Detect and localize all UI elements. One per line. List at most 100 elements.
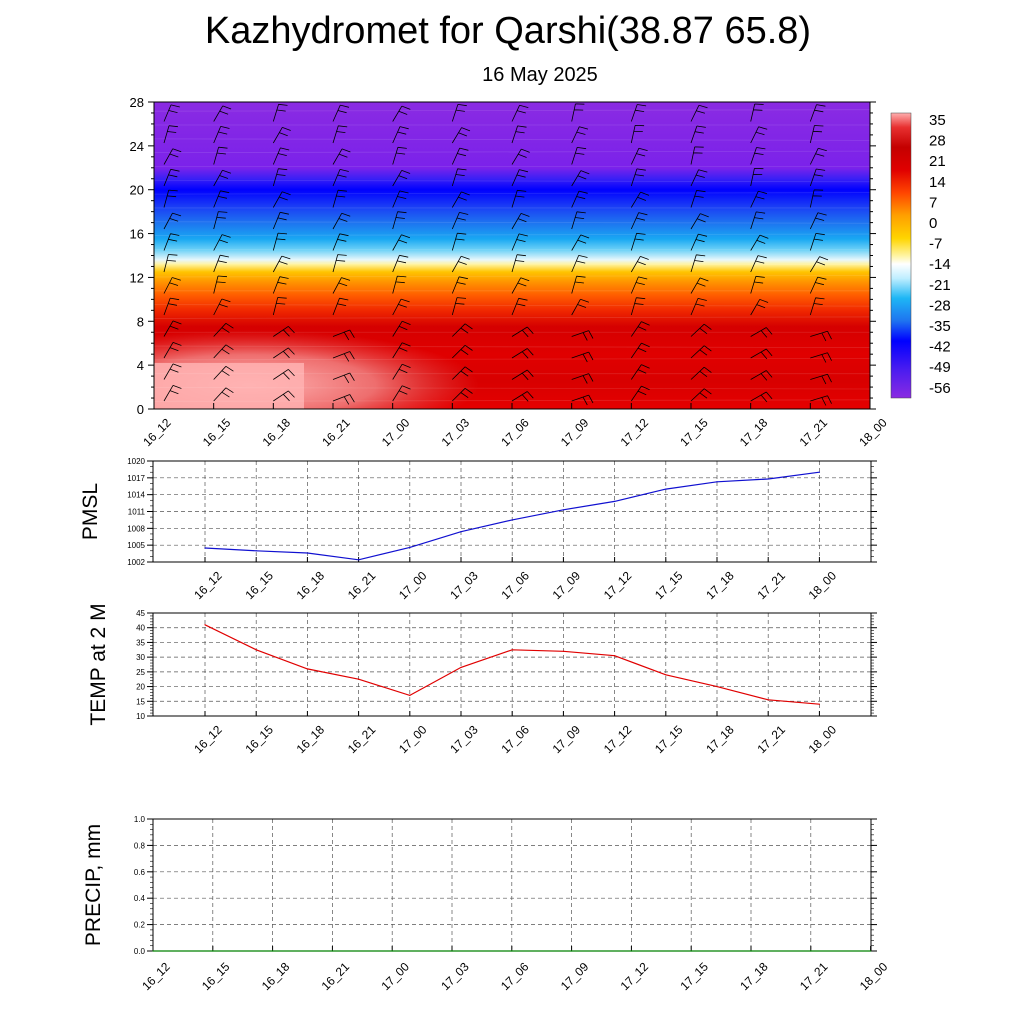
wind-barb [750, 234, 769, 251]
wind-barb [213, 146, 228, 165]
wind-barb [750, 391, 773, 403]
wind-barb [511, 348, 534, 359]
x-tick-label: 17_06 [498, 415, 532, 449]
wind-barb [809, 147, 827, 165]
x-tick-label: 17_18 [703, 722, 737, 756]
wind-barb [511, 213, 530, 230]
x-tick-label: 16_18 [259, 959, 293, 993]
contour-line [154, 150, 870, 154]
wind-barb [690, 146, 704, 165]
wind-barb [690, 254, 706, 273]
wind-barb [630, 297, 646, 316]
wind-barb [332, 148, 351, 165]
chart-title: Kazhydromet for Qarshi(38.87 65.8) [204, 10, 812, 52]
y-axis-label: PRECIP, mm [82, 824, 105, 946]
x-tick-label: 17_00 [396, 568, 430, 602]
heatmap-panel: 0 4 8 12 16 20 24 28 16_12 16_15 16_18 16_21 17_00 17… [130, 95, 951, 449]
y-tick-label: 1.0 [134, 815, 146, 824]
data-point [571, 950, 573, 952]
x-tick-label: 17_12 [601, 568, 635, 602]
wind-barb [392, 146, 407, 165]
y-tick-label: 8 [137, 314, 144, 329]
data-point [614, 500, 616, 502]
contour-line [154, 109, 870, 112]
data-point [204, 624, 206, 626]
wind-barb [272, 255, 291, 273]
y-tick-label: 0.2 [134, 921, 146, 930]
wind-barb [332, 104, 350, 122]
wind-barb [690, 323, 712, 337]
contour-line [154, 233, 870, 236]
data-point [665, 488, 667, 490]
wind-barb [163, 168, 180, 187]
wind-barb [809, 189, 824, 208]
data-point [614, 655, 616, 657]
x-tick-label: 17_03 [439, 415, 473, 449]
y-axis-label: TEMP at 2 M [87, 603, 110, 725]
data-point [511, 950, 513, 952]
data-point [306, 668, 308, 670]
data-point [331, 950, 333, 952]
y-tick-label: 28 [130, 95, 144, 110]
contour-line [154, 192, 870, 195]
wind-barb [571, 351, 594, 363]
contour-line [154, 387, 870, 390]
x-tick-label: 17_12 [601, 722, 635, 756]
data-point [511, 519, 513, 521]
y-tick-label: 45 [136, 609, 145, 618]
wind-barb [750, 327, 773, 338]
wind-barb [690, 388, 712, 402]
x-tick-label: 16_12 [140, 415, 174, 449]
data-point [409, 546, 411, 549]
x-tick-label: 16_21 [319, 959, 353, 993]
x-tick-label: 17_21 [754, 568, 788, 602]
wind-barb [869, 120, 870, 122]
x-tick-label: 16_12 [191, 568, 225, 602]
wind-barb [630, 342, 650, 359]
data-point [562, 509, 565, 511]
y-tick-label: 24 [130, 139, 144, 154]
wind-barb [809, 104, 826, 122]
wind-barb [163, 385, 182, 402]
wind-barb [630, 385, 650, 402]
x-tick-label: 18_00 [856, 415, 890, 449]
data-point [152, 950, 154, 952]
wind-barb [571, 190, 588, 208]
y-tick-label: 0 [137, 402, 144, 417]
wind-barb [163, 148, 182, 165]
colorbar-label: -49 [929, 359, 951, 376]
wind-barb [163, 189, 178, 208]
x-tick-label: 17_21 [754, 722, 788, 756]
wind-barb [332, 329, 355, 341]
contour-line [154, 357, 870, 361]
wind-barb [630, 125, 645, 144]
wind-barb [272, 232, 288, 251]
wind-barb [869, 378, 870, 380]
x-tick-label: 16_18 [260, 415, 294, 449]
y-tick-label: 15 [136, 697, 145, 706]
wind-barb [571, 211, 586, 230]
contour-line [154, 345, 870, 348]
wind-barb [163, 277, 181, 294]
wind-barb [452, 344, 473, 359]
x-tick-label: 16_12 [191, 722, 225, 756]
contour-line [154, 221, 870, 224]
wind-barb [630, 212, 648, 230]
x-tick-label: 18_00 [806, 722, 840, 756]
x-tick-label: 17_18 [737, 415, 771, 449]
data-point [562, 650, 565, 652]
wind-barb [213, 275, 228, 294]
wind-barb [571, 298, 590, 316]
x-tick-label: 17_21 [797, 415, 831, 449]
wind-barb [690, 345, 712, 359]
wind-barb [213, 298, 231, 316]
data-point [460, 531, 462, 533]
wind-barb [630, 104, 647, 122]
wind-barb [272, 297, 287, 316]
pmsl-panel: 1002 1005 1008 1011 1014 1017 1020 16_12 16_15 16… [79, 457, 877, 602]
wind-barb [571, 255, 588, 273]
x-tick-label: 17_15 [677, 415, 711, 449]
x-tick-label: 16_15 [242, 722, 276, 756]
wind-barb [630, 364, 650, 380]
data-point [810, 950, 812, 952]
